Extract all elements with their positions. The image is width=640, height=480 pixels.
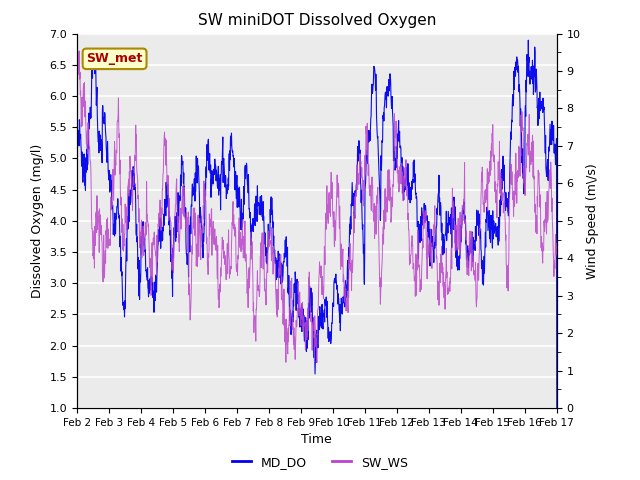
Y-axis label: Wind Speed (m\/s): Wind Speed (m\/s) (586, 163, 599, 279)
Text: SW_met: SW_met (86, 52, 143, 65)
X-axis label: Time: Time (301, 433, 332, 446)
Title: SW miniDOT Dissolved Oxygen: SW miniDOT Dissolved Oxygen (198, 13, 436, 28)
Y-axis label: Dissolved Oxygen (mg/l): Dissolved Oxygen (mg/l) (31, 144, 44, 298)
Legend: MD_DO, SW_WS: MD_DO, SW_WS (227, 451, 413, 474)
